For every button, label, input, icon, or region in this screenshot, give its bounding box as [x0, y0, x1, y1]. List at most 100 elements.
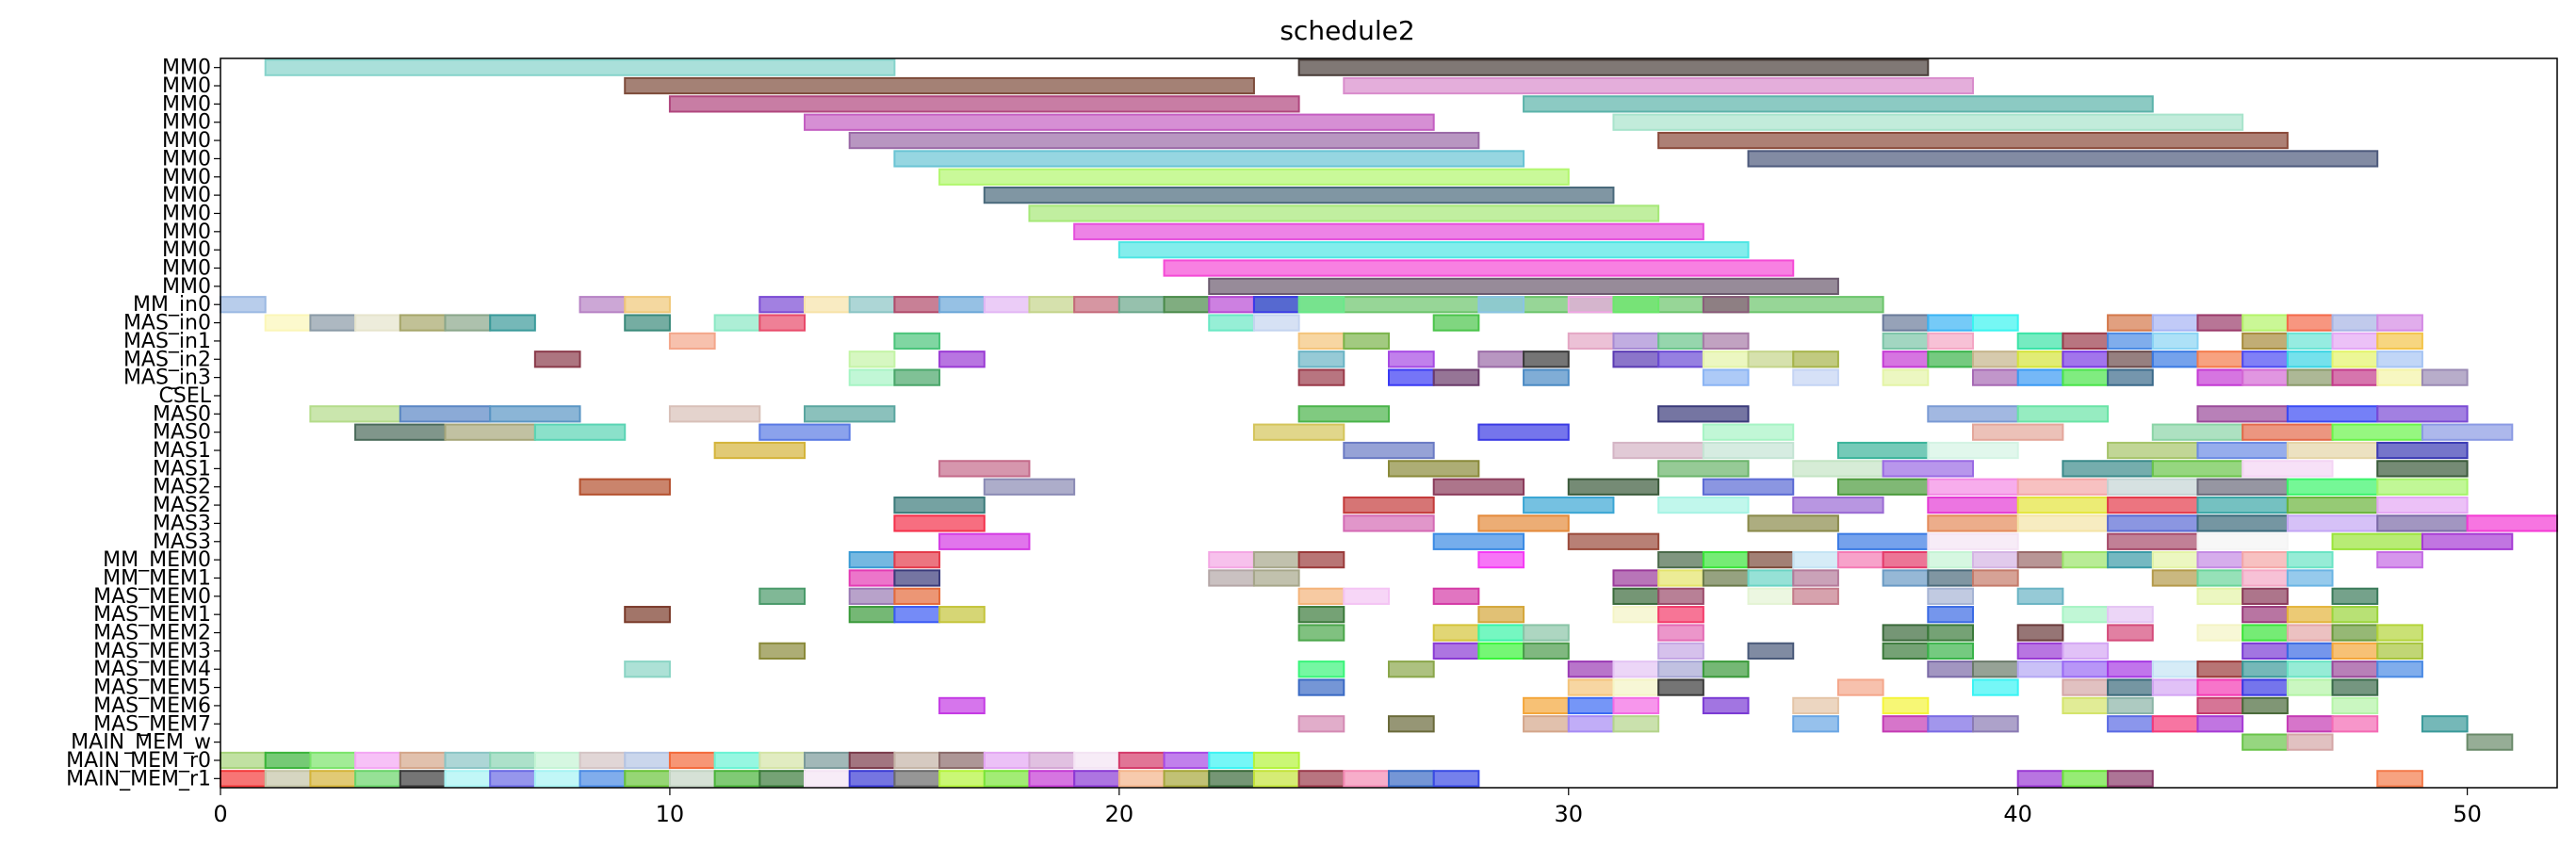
task-bar: [2107, 660, 2154, 678]
task-bar: [1927, 587, 1975, 605]
task-bar: [2107, 532, 2199, 550]
task-bar: [1702, 368, 1750, 386]
task-bar: [1432, 368, 1480, 386]
task-bar: [579, 770, 627, 788]
task-bar: [2196, 441, 2289, 460]
task-bar: [2196, 696, 2244, 715]
task-bar: [2196, 624, 2244, 642]
task-bar: [1702, 550, 1750, 569]
chart-title: schedule2: [1280, 15, 1414, 46]
task-bar: [1297, 624, 1345, 642]
task-bar: [1747, 351, 1795, 368]
task-bar: [2242, 733, 2289, 751]
task-bar: [713, 751, 761, 770]
x-tick-label: 20: [1105, 801, 1134, 827]
task-bar: [1523, 624, 1570, 642]
task-bar: [1972, 368, 2019, 386]
task-bar: [2062, 642, 2110, 660]
task-bar: [624, 314, 671, 332]
task-bar: [2421, 715, 2469, 733]
task-bar: [1612, 696, 1660, 715]
task-bar: [1297, 678, 1345, 696]
task-bar: [938, 168, 1570, 186]
task-bar: [2151, 569, 2199, 587]
task-bar: [893, 569, 941, 587]
task-bar: [2331, 532, 2423, 550]
task-bar: [758, 587, 806, 605]
row-label: MAS1: [153, 457, 211, 481]
task-bar: [1657, 131, 2289, 150]
task-bar: [2107, 368, 2154, 386]
row-label: MM0: [162, 275, 211, 299]
task-bar: [2242, 423, 2334, 441]
task-bar: [1567, 478, 1660, 496]
task-bar: [1792, 587, 1839, 605]
task-bar: [1972, 550, 2019, 569]
task-bar: [2286, 368, 2334, 386]
task-bar: [2062, 550, 2110, 569]
task-bar: [2331, 624, 2379, 642]
task-bar: [1252, 296, 1300, 314]
task-bar: [1972, 678, 2019, 696]
task-bar: [2196, 514, 2289, 532]
task-bar: [1927, 569, 1975, 587]
x-tick-label: 0: [213, 801, 227, 827]
task-bar: [2242, 569, 2289, 587]
task-bar: [2376, 441, 2469, 460]
task-bar: [1567, 660, 1615, 678]
task-bar: [1297, 296, 1345, 314]
row-label: MAS3: [153, 530, 211, 554]
task-bar: [1927, 624, 1975, 642]
task-bar: [2242, 642, 2289, 660]
task-bar: [2376, 368, 2423, 386]
task-bar: [1567, 678, 1615, 696]
task-bar: [2062, 770, 2110, 788]
task-bar: [1297, 332, 1345, 351]
task-bar: [1747, 514, 1839, 532]
task-bar: [2376, 496, 2469, 514]
task-bar: [1657, 569, 1704, 587]
row-label: MAIN_MEM_w: [71, 731, 211, 755]
task-bar: [2107, 514, 2199, 532]
task-bar: [444, 314, 492, 332]
row-label: MAS_in2: [123, 348, 211, 371]
task-bar: [1388, 368, 1435, 386]
row-label: MM_MEM0: [103, 548, 211, 572]
task-bar: [2376, 660, 2423, 678]
task-bar: [1028, 751, 1076, 770]
task-bar: [354, 770, 401, 788]
task-bar: [444, 770, 492, 788]
task-bar: [2151, 550, 2199, 569]
task-bar: [758, 770, 806, 788]
task-bar: [893, 496, 986, 514]
task-bar: [1388, 351, 1435, 368]
task-bar: [1882, 569, 1930, 587]
task-bar: [1297, 606, 1345, 624]
task-bar: [2062, 332, 2110, 351]
task-bar: [489, 405, 581, 423]
task-bar: [2376, 314, 2423, 332]
row-label: MAS1: [153, 439, 211, 463]
task-bar: [1073, 222, 1704, 240]
task-bar: [2151, 460, 2244, 478]
task-bar: [2016, 368, 2064, 386]
task-bar: [2107, 678, 2154, 696]
task-bar: [1432, 532, 1525, 550]
task-bar: [848, 569, 896, 587]
task-bar: [2331, 368, 2379, 386]
task-bar: [2016, 624, 2064, 642]
task-bar: [1927, 314, 1975, 332]
task-bar: [668, 751, 716, 770]
task-bar: [1073, 751, 1120, 770]
task-bar: [1477, 351, 1525, 368]
task-bar: [624, 751, 671, 770]
task-bar: [1747, 642, 1795, 660]
task-bar: [624, 770, 671, 788]
task-bar: [938, 460, 1031, 478]
task-bar: [1972, 715, 2019, 733]
row-label: MM_MEM1: [103, 566, 211, 590]
task-bar: [1657, 642, 1704, 660]
task-bar: [309, 770, 357, 788]
task-bar: [1836, 478, 1930, 496]
task-bar: [1882, 368, 1930, 386]
